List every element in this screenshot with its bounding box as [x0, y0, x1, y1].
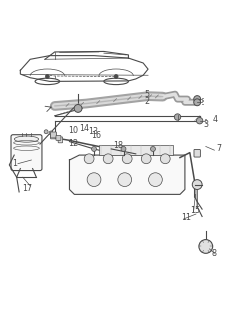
Text: 1: 1 [12, 159, 17, 168]
Circle shape [141, 154, 151, 164]
Circle shape [199, 240, 213, 253]
Ellipse shape [14, 136, 39, 142]
FancyBboxPatch shape [58, 137, 62, 143]
Circle shape [44, 130, 48, 134]
Circle shape [49, 131, 53, 135]
Text: 14: 14 [79, 124, 89, 133]
Circle shape [148, 173, 162, 187]
Circle shape [45, 75, 49, 78]
FancyBboxPatch shape [51, 132, 57, 138]
Polygon shape [69, 155, 185, 194]
Circle shape [114, 75, 118, 78]
Text: 15: 15 [190, 206, 200, 215]
Circle shape [174, 114, 181, 120]
Circle shape [192, 180, 202, 189]
Circle shape [84, 154, 94, 164]
Circle shape [74, 105, 82, 112]
FancyBboxPatch shape [11, 135, 42, 171]
Text: 13: 13 [88, 126, 98, 135]
Circle shape [160, 154, 170, 164]
Text: 8: 8 [212, 249, 217, 258]
Circle shape [118, 173, 132, 187]
Text: 10: 10 [68, 126, 78, 135]
Text: 12: 12 [68, 139, 78, 148]
Circle shape [150, 147, 155, 151]
Text: 16: 16 [91, 131, 102, 140]
Text: 3: 3 [203, 120, 208, 129]
Circle shape [103, 154, 113, 164]
Polygon shape [99, 145, 173, 155]
Circle shape [122, 154, 132, 164]
Text: 2: 2 [144, 97, 149, 106]
FancyBboxPatch shape [51, 133, 56, 139]
Circle shape [92, 147, 97, 151]
Text: 4: 4 [213, 116, 218, 124]
Text: 7: 7 [217, 144, 222, 154]
FancyBboxPatch shape [194, 149, 200, 157]
FancyBboxPatch shape [56, 135, 61, 140]
Text: 5: 5 [144, 91, 149, 100]
Text: 18: 18 [114, 141, 124, 150]
Circle shape [196, 117, 203, 124]
Text: 17: 17 [22, 184, 32, 193]
Text: 11: 11 [181, 213, 191, 222]
Circle shape [194, 99, 201, 106]
Circle shape [87, 173, 101, 187]
Circle shape [194, 96, 201, 102]
Circle shape [121, 147, 126, 151]
